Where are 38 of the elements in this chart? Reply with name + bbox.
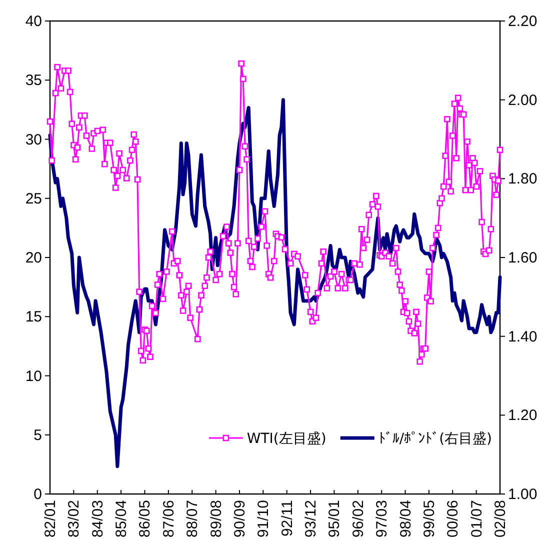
x-tick-label: 92/11 xyxy=(278,500,296,536)
y-tick-label: 35 xyxy=(25,72,42,90)
y-tick-label: 15 xyxy=(25,308,42,326)
x-tick-label: 84/03 xyxy=(89,500,106,538)
y-tick-label: 10 xyxy=(25,368,42,385)
y2-tick-label: 2.00 xyxy=(508,92,538,109)
x-tick-label: 00/06 xyxy=(444,500,462,538)
x-tick-label: 02/08 xyxy=(492,500,509,538)
x-tick-label: 91/10 xyxy=(255,500,272,538)
x-tick-label: 86/05 xyxy=(136,500,154,538)
x-tick-label: 87/06 xyxy=(160,500,178,538)
x-tick-label: 99/05 xyxy=(420,500,438,538)
x-tick-label: 97/03 xyxy=(374,500,391,538)
x-tick-label: 83/02 xyxy=(66,500,83,538)
y2-tick-label: 1.00 xyxy=(508,486,538,503)
y-tick-label: 25 xyxy=(25,190,42,208)
y-tick-label: 0 xyxy=(34,486,42,503)
x-tick-label: 98/04 xyxy=(397,500,414,538)
x-tick-label: 88/07 xyxy=(184,500,202,538)
x-tick-label: 96/02 xyxy=(350,500,367,538)
legend-label: WTI(左目盛) xyxy=(246,431,326,447)
x-tick-label: 89/08 xyxy=(208,500,225,538)
x-tick-label: 85/04 xyxy=(113,500,130,538)
y2-tick-label: 1.20 xyxy=(508,407,538,424)
y-tick-label: 20 xyxy=(25,250,42,266)
x-tick-label: 01/07 xyxy=(468,500,486,538)
x-tick-label: 90/09 xyxy=(231,500,248,538)
x-tick-label: 95/01 xyxy=(326,500,344,538)
x-tick-label: 93/12 xyxy=(302,500,320,538)
y-tick-label: 30 xyxy=(25,131,42,148)
y2-tick-label: 2.20 xyxy=(508,13,538,30)
y-tick-label: 40 xyxy=(25,13,42,30)
y2-tick-label: 1.80 xyxy=(508,170,538,188)
y-tick-label: 5 xyxy=(34,426,42,444)
legend-label: ﾄﾞﾙ/ﾎﾟﾝﾄﾞ(右目盛) xyxy=(378,431,492,447)
y2-tick-label: 1.40 xyxy=(508,328,538,346)
x-tick-label: 82/01 xyxy=(42,500,59,538)
y2-tick-label: 1.60 xyxy=(508,250,538,266)
